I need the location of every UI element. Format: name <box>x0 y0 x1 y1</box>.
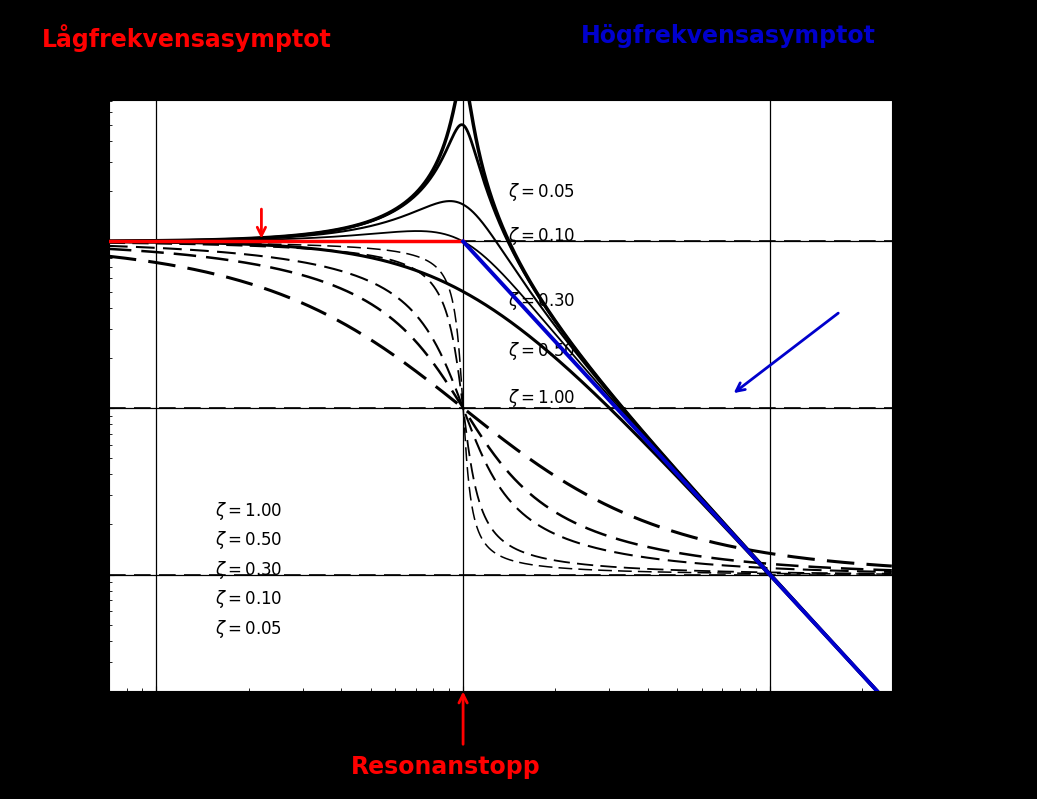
Text: $-90°$: $-90°$ <box>903 399 950 417</box>
Text: $\zeta = 0.10$: $\zeta = 0.10$ <box>508 225 576 247</box>
Text: $\zeta = 0.30$: $\zeta = 0.30$ <box>215 559 282 581</box>
Text: Lågfrekvensasymptot: Lågfrekvensasymptot <box>41 24 331 52</box>
X-axis label: $\omega(\mathrm{rad/s})$: $\omega(\mathrm{rad/s})$ <box>459 725 541 745</box>
Text: $-180°$: $-180°$ <box>903 566 961 583</box>
Text: Resonanstopp: Resonanstopp <box>352 755 540 779</box>
Text: $0°$: $0°$ <box>903 233 924 250</box>
Text: $\zeta = 0.05$: $\zeta = 0.05$ <box>508 181 574 202</box>
Text: Högfrekvensasymptot: Högfrekvensasymptot <box>581 24 875 48</box>
Text: $\zeta = 1.00$: $\zeta = 1.00$ <box>215 500 282 522</box>
Text: $\zeta = 1.00$: $\zeta = 1.00$ <box>508 388 576 409</box>
Text: $\zeta = 0.50$: $\zeta = 0.50$ <box>508 340 576 362</box>
Text: $\zeta = 0.30$: $\zeta = 0.30$ <box>508 290 576 312</box>
Text: $\mathit{arg}\,G$: $\mathit{arg}\,G$ <box>903 100 955 122</box>
Y-axis label: $|G|$: $|G|$ <box>30 371 60 396</box>
Text: $\zeta = 0.05$: $\zeta = 0.05$ <box>215 618 282 640</box>
Text: $\zeta = 0.10$: $\zeta = 0.10$ <box>215 589 282 610</box>
Text: $\zeta = 0.50$: $\zeta = 0.50$ <box>215 530 282 551</box>
